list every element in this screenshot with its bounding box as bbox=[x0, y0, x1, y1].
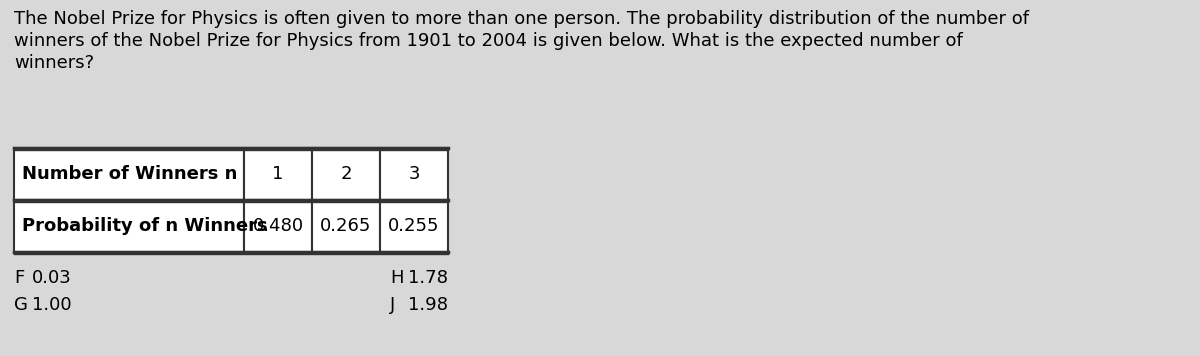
Text: H: H bbox=[390, 269, 403, 287]
Bar bbox=[244, 200, 312, 252]
Text: 1.98: 1.98 bbox=[408, 296, 448, 314]
Bar bbox=[312, 148, 380, 200]
Text: 2: 2 bbox=[341, 165, 352, 183]
Text: 1: 1 bbox=[272, 165, 283, 183]
Text: Number of Winners n: Number of Winners n bbox=[22, 165, 238, 183]
Text: F: F bbox=[14, 269, 24, 287]
Bar bbox=[14, 200, 244, 252]
Text: J: J bbox=[390, 296, 395, 314]
Text: The Nobel Prize for Physics is often given to more than one person. The probabil: The Nobel Prize for Physics is often giv… bbox=[14, 10, 1030, 28]
Text: G: G bbox=[14, 296, 28, 314]
Text: winners?: winners? bbox=[14, 54, 94, 72]
Text: 0.480: 0.480 bbox=[252, 217, 304, 235]
Text: Probability of n Winners: Probability of n Winners bbox=[22, 217, 268, 235]
Text: 1.00: 1.00 bbox=[32, 296, 72, 314]
Text: 0.265: 0.265 bbox=[320, 217, 372, 235]
Bar bbox=[380, 200, 448, 252]
Bar bbox=[312, 200, 380, 252]
Text: 1.78: 1.78 bbox=[408, 269, 448, 287]
Text: 3: 3 bbox=[408, 165, 420, 183]
Text: winners of the Nobel Prize for Physics from 1901 to 2004 is given below. What is: winners of the Nobel Prize for Physics f… bbox=[14, 32, 962, 50]
Text: 0.255: 0.255 bbox=[389, 217, 439, 235]
Bar bbox=[14, 148, 244, 200]
Bar bbox=[380, 148, 448, 200]
Bar bbox=[244, 148, 312, 200]
Text: 0.03: 0.03 bbox=[32, 269, 72, 287]
